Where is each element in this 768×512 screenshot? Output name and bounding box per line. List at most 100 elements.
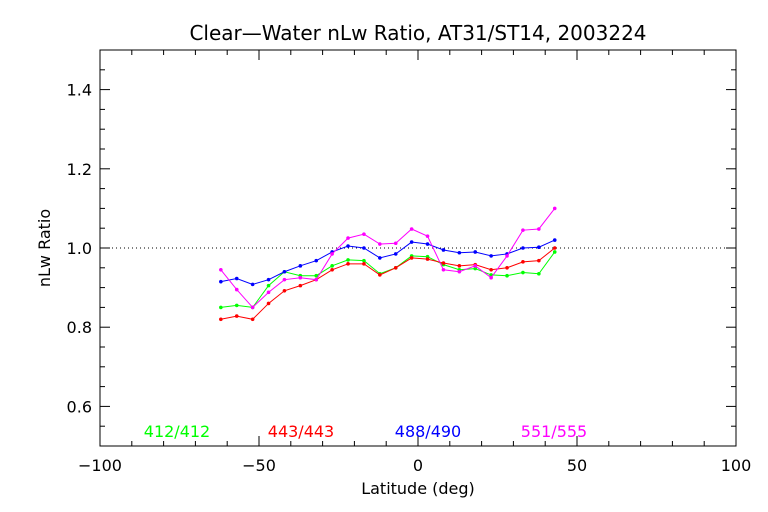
data-point (234, 314, 239, 318)
data-point (552, 238, 557, 242)
data-point (250, 305, 255, 310)
data-point (346, 258, 350, 262)
data-point (330, 264, 334, 268)
data-point (219, 305, 223, 310)
data-point (378, 242, 382, 246)
data-point (489, 254, 493, 258)
data-point (250, 317, 255, 322)
data-point (346, 262, 350, 266)
data-point (314, 273, 319, 278)
data-point (234, 287, 239, 292)
data-point (409, 227, 414, 231)
y-axis-ticks: 0.6 0.8 1.0 1.2 1.4 (67, 49, 736, 447)
data-point (441, 261, 446, 265)
data-point (521, 270, 525, 275)
data-point (489, 267, 493, 272)
data-point (473, 266, 478, 271)
data-point (393, 252, 398, 256)
data-point (234, 303, 239, 308)
data-point (250, 282, 255, 287)
data-point (393, 266, 398, 270)
data-point (505, 273, 509, 278)
data-point (314, 258, 319, 263)
x-tick-label: 50 (567, 456, 587, 475)
chart-title: Clear—Water nLw Ratio, AT31/ST14, 200322… (189, 21, 646, 45)
x-tick-label: 100 (721, 456, 752, 475)
data-point (425, 234, 430, 238)
data-point (282, 277, 287, 282)
data-point (409, 256, 414, 260)
y-tick-label: 1.4 (67, 81, 92, 100)
data-point (219, 267, 223, 272)
data-point (425, 257, 430, 261)
legend-entry: 412/412 (144, 422, 210, 441)
data-point (330, 267, 334, 272)
data-point (473, 264, 478, 268)
y-tick-label: 0.6 (67, 397, 92, 416)
data-point (330, 252, 334, 256)
data-point (489, 275, 493, 280)
data-point (552, 246, 557, 250)
data-point (552, 250, 557, 254)
legend: 412/412 443/443 488/490 551/555 (144, 422, 587, 441)
data-point (457, 250, 462, 255)
data-point (425, 242, 430, 246)
legend-entry: 551/555 (521, 422, 587, 441)
data-point (266, 290, 271, 295)
data-point (537, 271, 541, 276)
data-point (537, 245, 541, 250)
data-point (409, 240, 414, 244)
data-point (552, 206, 557, 211)
data-point (505, 254, 509, 258)
data-point (457, 264, 462, 268)
data-point (521, 246, 525, 250)
data-point (362, 246, 366, 250)
data-point (266, 301, 271, 306)
data-point (362, 258, 366, 263)
data-point (362, 232, 366, 236)
data-point (441, 267, 446, 272)
data-point (314, 277, 319, 282)
data-point (282, 269, 287, 274)
x-axis-label: Latitude (deg) (361, 479, 475, 498)
data-point (441, 248, 446, 252)
data-point (266, 283, 271, 288)
data-point (298, 275, 303, 280)
data-point (537, 227, 541, 231)
data-point (473, 250, 478, 254)
series-488-490 (219, 238, 557, 287)
data-point (537, 258, 541, 263)
data-point (457, 269, 462, 274)
data-point (521, 228, 525, 232)
series-551-555 (219, 206, 557, 310)
data-point (362, 262, 366, 266)
data-point (378, 256, 382, 260)
x-tick-label: −100 (78, 456, 122, 475)
series-443-443 (219, 246, 557, 322)
series-line (220, 208, 556, 309)
y-tick-label: 0.8 (67, 318, 92, 337)
data-point (346, 244, 350, 248)
data-point (298, 283, 303, 288)
x-axis-ticks: −100 −50 0 50 100 (78, 50, 751, 475)
legend-entry: 443/443 (268, 422, 334, 441)
data-point (505, 266, 509, 270)
y-tick-label: 1.2 (67, 160, 92, 179)
data-point (282, 288, 287, 293)
data-point (346, 236, 350, 240)
data-point (393, 241, 398, 246)
data-point (521, 260, 525, 264)
legend-entry: 488/490 (395, 422, 461, 441)
y-axis-label: nLw Ratio (35, 209, 54, 287)
x-tick-label: 0 (413, 456, 423, 475)
series-layer (219, 206, 557, 322)
data-point (219, 317, 223, 322)
data-point (266, 277, 271, 282)
x-tick-label: −50 (242, 456, 276, 475)
data-point (298, 264, 303, 268)
series-line (220, 239, 555, 285)
y-tick-label: 1.0 (67, 239, 92, 258)
series-line (220, 251, 556, 308)
data-point (219, 279, 223, 284)
